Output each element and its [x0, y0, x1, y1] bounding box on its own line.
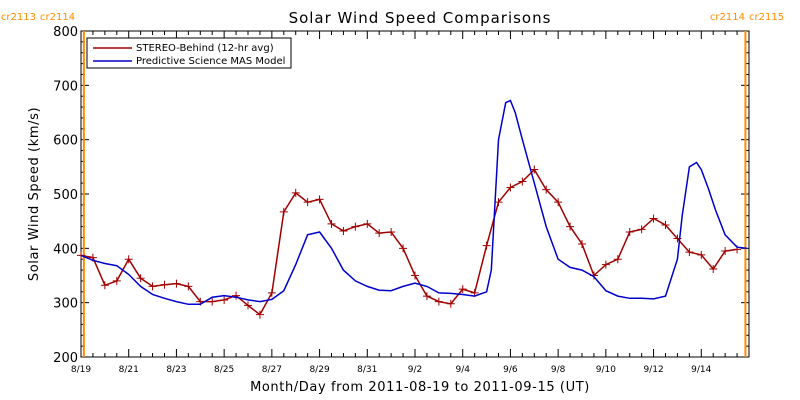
plot-frame — [80, 30, 750, 358]
data-point-marker — [494, 198, 503, 207]
data-point-marker — [446, 299, 455, 308]
x-tick-label: 9/12 — [643, 365, 663, 375]
y-axis-label: Solar Wind Speed (km/s) — [27, 107, 42, 281]
x-tick-label: 8/25 — [214, 365, 234, 375]
data-point-marker — [291, 188, 300, 197]
data-point-marker — [172, 279, 181, 288]
data-point-marker — [721, 247, 730, 256]
data-point-marker — [124, 255, 133, 264]
carrington-markers — [82, 31, 747, 357]
data-point-marker — [506, 183, 515, 192]
x-tick-label: 9/14 — [691, 365, 711, 375]
y-tick-label: 400 — [53, 242, 78, 257]
x-tick-label: 9/2 — [408, 365, 422, 375]
data-point-marker — [613, 255, 622, 264]
carrington-rotation-labels: cr2113 cr2114 cr2114 cr2115 — [1, 12, 784, 23]
series-line-stereo — [80, 168, 738, 316]
x-tick-label: 8/31 — [357, 365, 377, 375]
y-tick-label: 800 — [53, 25, 78, 40]
data-point-marker — [232, 291, 241, 300]
x-tick-label: 9/6 — [503, 365, 518, 375]
data-point-marker — [458, 285, 467, 294]
cr-label-right: cr2114 — [40, 12, 75, 23]
data-point-marker — [625, 228, 634, 237]
y-tick-label: 600 — [53, 134, 78, 149]
data-point-marker — [542, 185, 551, 194]
data-point-marker — [339, 226, 348, 235]
data-point-marker — [351, 222, 360, 231]
data-point-marker — [255, 310, 264, 319]
data-point-marker — [399, 244, 408, 253]
data-point-marker — [363, 219, 372, 228]
x-tick-label: 9/10 — [596, 365, 616, 375]
y-tick-label: 200 — [53, 351, 78, 366]
legend: STEREO-Behind (12-hr avg) Predictive Sci… — [86, 37, 292, 69]
data-point-marker — [148, 282, 157, 291]
data-point-marker — [709, 264, 718, 273]
data-point-marker — [637, 225, 646, 234]
data-point-marker — [184, 282, 193, 291]
y-tick-label: 300 — [53, 297, 78, 312]
data-point-marker — [518, 177, 527, 186]
data-point-marker — [279, 207, 288, 216]
data-point-marker — [160, 280, 169, 289]
data-point-marker — [601, 260, 610, 269]
x-tick-label: 9/8 — [551, 365, 566, 375]
data-point-marker — [327, 219, 336, 228]
y-tick-label: 500 — [53, 188, 78, 203]
data-point-marker — [578, 239, 586, 248]
data-point-marker — [697, 250, 706, 259]
legend-label-stereo: STEREO-Behind (12-hr avg) — [136, 43, 274, 54]
data-point-marker — [136, 274, 145, 283]
x-tick-label: 8/27 — [262, 365, 282, 375]
x-tick-label: 9/4 — [455, 365, 470, 375]
data-point-marker — [77, 251, 85, 260]
data-point-marker — [267, 288, 276, 297]
x-tick-label: 8/23 — [166, 365, 186, 375]
y-tick-label: 700 — [53, 79, 78, 94]
x-tick-label: 8/29 — [309, 365, 329, 375]
series-line-mas — [80, 99, 747, 306]
data-point-marker — [220, 295, 229, 304]
data-point-marker — [649, 214, 658, 223]
x-tick-label: 8/21 — [119, 365, 139, 375]
data-point-marker — [244, 301, 252, 310]
data-point-marker — [422, 292, 431, 301]
data-point-marker — [482, 241, 491, 250]
cr-label-left: cr2113 — [1, 12, 36, 23]
data-point-marker — [411, 271, 419, 280]
data-point-marker — [100, 281, 109, 290]
data-point-marker — [315, 195, 324, 204]
data-point-marker — [554, 198, 563, 207]
data-point-marker — [434, 297, 443, 306]
data-point-marker — [661, 220, 670, 229]
data-point-marker — [530, 165, 539, 174]
x-tick-label: 8/19 — [71, 365, 91, 375]
x-axis: 8/19 8/21 8/23 8/25 8/27 8/29 8/31 9/2 9/4 9/6 9/8… — [71, 31, 738, 375]
x-axis-label: Month/Day from 2011-08-19 to 2011-09-15 … — [250, 380, 590, 395]
plot-area — [80, 30, 750, 358]
cr-label-right: cr2115 — [749, 12, 784, 23]
legend-box — [86, 37, 292, 69]
data-point-marker — [208, 297, 217, 306]
data-point-marker — [303, 198, 312, 207]
data-point-marker — [112, 276, 121, 285]
data-point-marker — [566, 222, 575, 231]
data-point-marker — [685, 248, 694, 257]
data-point-marker — [375, 229, 384, 238]
cr-label-left: cr2114 — [710, 12, 745, 23]
legend-label-mas: Predictive Science MAS Model — [136, 56, 285, 67]
data-point-marker — [387, 228, 396, 237]
chart-title: Solar Wind Speed Comparisons — [289, 9, 552, 27]
y-axis: 200 300 400 500 600 700 800 — [53, 25, 749, 366]
series-group — [77, 99, 747, 319]
